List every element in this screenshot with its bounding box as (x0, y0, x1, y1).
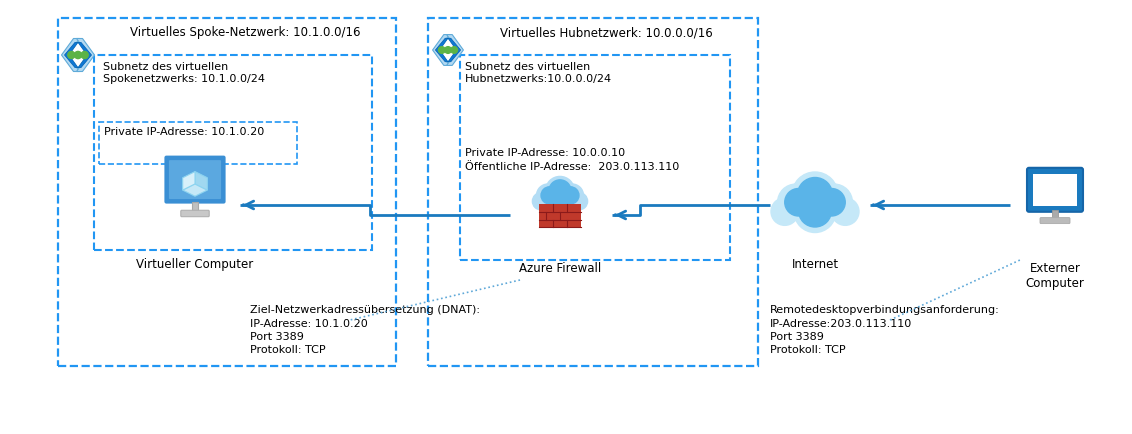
Circle shape (817, 188, 846, 216)
Polygon shape (436, 38, 448, 62)
Text: Internet: Internet (791, 258, 839, 271)
Circle shape (451, 46, 457, 53)
Circle shape (816, 184, 852, 220)
FancyBboxPatch shape (169, 160, 221, 199)
Polygon shape (182, 184, 207, 196)
Bar (1053, 210, 1057, 219)
Text: IP-Adresse: 10.1.0.20: IP-Adresse: 10.1.0.20 (250, 319, 368, 329)
Polygon shape (182, 171, 195, 190)
Bar (94, 55, 372, 250)
Polygon shape (448, 38, 461, 62)
Text: Azure Firewall: Azure Firewall (518, 262, 601, 275)
Text: Private IP-Adresse: 10.0.0.10: Private IP-Adresse: 10.0.0.10 (465, 148, 625, 158)
Polygon shape (77, 39, 94, 72)
Bar (192, 202, 198, 211)
Text: Virtuelles Spoke-Netzwerk: 10.1.0.0/16: Virtuelles Spoke-Netzwerk: 10.1.0.0/16 (130, 26, 360, 39)
Text: IP-Adresse:203.0.113.110: IP-Adresse:203.0.113.110 (770, 319, 912, 329)
Text: Protokoll: TCP: Protokoll: TCP (770, 345, 846, 355)
Circle shape (550, 190, 571, 211)
Bar (98, 122, 297, 164)
Circle shape (445, 46, 452, 53)
Circle shape (832, 198, 859, 225)
Text: Virtueller Computer: Virtueller Computer (136, 258, 254, 271)
Bar (539, 204, 581, 227)
Circle shape (771, 198, 798, 225)
Bar (58, 18, 396, 366)
Text: Port 3389: Port 3389 (250, 332, 303, 342)
Text: Subnetz des virtuellen
Spokenetzwerks: 10.1.0.0/24: Subnetz des virtuellen Spokenetzwerks: 1… (103, 62, 265, 84)
Text: Subnetz des virtuellen
Hubnetzwerks:10.0.0.0/24: Subnetz des virtuellen Hubnetzwerks:10.0… (465, 62, 612, 84)
Polygon shape (432, 35, 449, 66)
Circle shape (438, 46, 445, 53)
Text: Externer
Computer: Externer Computer (1026, 262, 1084, 290)
Circle shape (541, 187, 558, 204)
Circle shape (571, 193, 588, 210)
Circle shape (560, 184, 583, 207)
Bar (1034, 174, 1077, 206)
Polygon shape (78, 43, 92, 68)
Text: Remotedesktopverbindungsanforderung:: Remotedesktopverbindungsanforderung: (770, 305, 1000, 315)
Circle shape (546, 176, 574, 205)
Bar (428, 18, 758, 366)
Circle shape (795, 191, 835, 233)
Text: Protokoll: TCP: Protokoll: TCP (250, 345, 326, 355)
Polygon shape (195, 171, 207, 190)
Text: Port 3389: Port 3389 (770, 332, 824, 342)
Circle shape (561, 187, 578, 204)
Circle shape (792, 172, 838, 218)
Circle shape (784, 188, 813, 216)
Circle shape (798, 194, 832, 227)
Circle shape (549, 180, 571, 202)
FancyBboxPatch shape (1040, 217, 1070, 224)
FancyBboxPatch shape (1027, 168, 1083, 212)
Circle shape (75, 51, 82, 59)
FancyBboxPatch shape (164, 156, 225, 204)
Polygon shape (61, 39, 79, 72)
Text: Virtuelles Hubnetzwerk: 10.0.0.0/16: Virtuelles Hubnetzwerk: 10.0.0.0/16 (500, 26, 713, 39)
Text: Öffentliche IP-Adresse:  203.0.113.110: Öffentliche IP-Adresse: 203.0.113.110 (465, 162, 679, 172)
Circle shape (547, 188, 573, 214)
Polygon shape (447, 35, 463, 66)
Circle shape (82, 51, 88, 59)
Polygon shape (65, 43, 78, 68)
FancyBboxPatch shape (181, 210, 209, 217)
Text: Private IP-Adresse: 10.1.0.20: Private IP-Adresse: 10.1.0.20 (104, 127, 264, 137)
Circle shape (68, 51, 75, 59)
Circle shape (532, 193, 550, 210)
Text: Ziel-Netzwerkadressübersetzung (DNAT):: Ziel-Netzwerkadressübersetzung (DNAT): (250, 305, 480, 315)
Circle shape (797, 178, 833, 213)
Circle shape (778, 184, 814, 220)
Bar (460, 55, 730, 260)
Circle shape (537, 184, 559, 207)
